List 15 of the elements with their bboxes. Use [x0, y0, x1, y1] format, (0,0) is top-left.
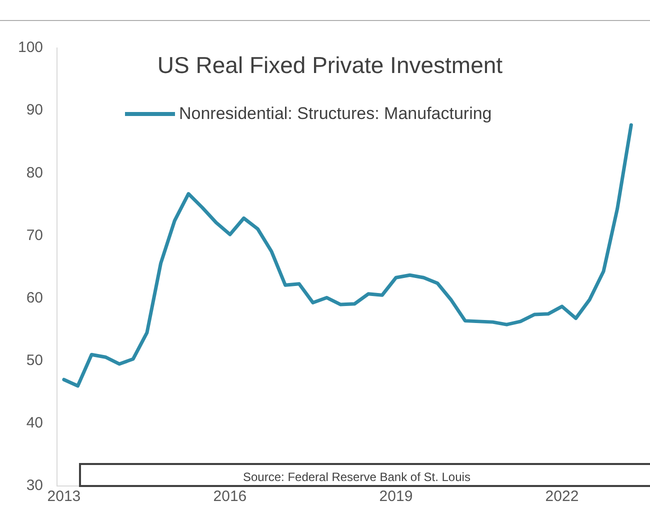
y-tick-label: 40	[26, 414, 44, 432]
y-tick-label: 90	[26, 102, 44, 119]
y-tick-label: 80	[26, 164, 44, 182]
y-tick-label: 70	[26, 226, 44, 244]
annotation: Source: Federal Reserve Bank of St. Louis	[243, 470, 470, 484]
y-tick-label: 30	[26, 477, 44, 494]
chart-title: US Real Fixed Private Investment	[156, 52, 504, 79]
legend-label: Nonresidential: Structures: Manufacturing	[179, 104, 492, 124]
x-tick-label: 2022	[545, 488, 579, 506]
x-tick-label: 2013	[47, 488, 81, 506]
y-tick-label: 100	[18, 39, 44, 56]
y-tick-label: 60	[26, 289, 44, 306]
x-tick-label: 2019	[379, 488, 413, 506]
x-tick-label: 2016	[213, 488, 247, 506]
y-tick-label: 50	[26, 352, 44, 369]
